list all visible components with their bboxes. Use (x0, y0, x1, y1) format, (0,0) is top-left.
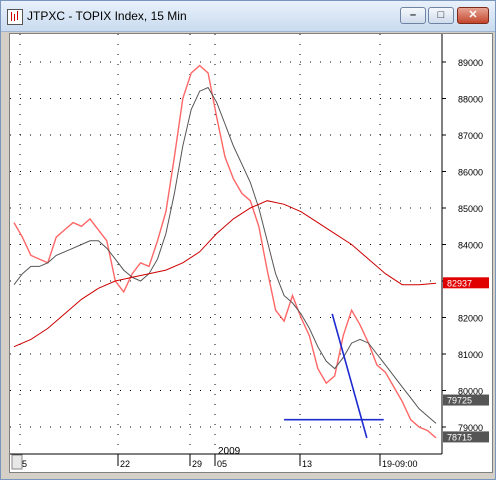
price-axis: 8900088000870008600085000840008300082000… (441, 34, 483, 454)
series-line-1 (13, 64, 437, 439)
close-icon: ✕ (468, 9, 478, 21)
close-button[interactable]: ✕ (457, 7, 489, 24)
price-label-text: 82937 (447, 278, 472, 288)
series-line-4 (331, 313, 368, 439)
price-tick-label: 87000 (458, 131, 483, 141)
time-tick-label: 05 (217, 459, 227, 469)
time-tick-label: 19-09:00 (382, 459, 418, 469)
price-label-box (443, 277, 489, 289)
price-tick-label: 89000 (458, 58, 483, 68)
price-tick-label: 79000 (458, 423, 483, 433)
series-line-2 (13, 86, 437, 424)
window-title: JTPXC - TOPIX Index, 15 Min (27, 9, 187, 23)
time-tick-label: 13 (302, 459, 312, 469)
scrollbar-thumb[interactable] (11, 454, 23, 470)
time-tick-label: 22 (120, 459, 130, 469)
time-tick-label: 5 (22, 459, 27, 469)
maximize-button[interactable]: □ (428, 7, 454, 24)
price-tick-label: 82000 (458, 314, 483, 324)
price-label-box (443, 394, 489, 406)
price-label-text: 79725 (447, 396, 472, 406)
time-tick-label: 29 (192, 459, 202, 469)
price-tick-label: 81000 (458, 350, 483, 360)
maximize-icon: □ (437, 9, 445, 21)
title-bar[interactable]: JTPXC - TOPIX Index, 15 Min – □ ✕ (1, 1, 495, 32)
grid (10, 34, 440, 454)
price-labels: 82937 79725 78715 (443, 277, 489, 443)
price-chart[interactable]: 8900088000870008600085000840008300082000… (10, 34, 492, 472)
price-label-box (443, 431, 489, 443)
price-tick-label: 86000 (458, 168, 483, 178)
price-tick-label: 80000 (458, 387, 483, 397)
series-line-3 (13, 200, 437, 348)
year-label: 2009 (218, 446, 241, 457)
minimize-icon: – (409, 9, 417, 21)
chart-app-icon[interactable] (7, 9, 23, 25)
time-axis: 2009 5 22 29 05 13 19-09:00 (10, 446, 442, 469)
series-group (13, 64, 437, 439)
horizontal-scrollbar[interactable] (11, 454, 23, 470)
price-label-text: 78715 (447, 432, 472, 442)
price-tick-label: 85000 (458, 204, 483, 214)
minimize-button[interactable]: – (400, 7, 426, 24)
chart-area[interactable]: 8900088000870008600085000840008300082000… (9, 33, 493, 473)
price-tick-label: 88000 (458, 95, 483, 105)
price-tick-label: 84000 (458, 241, 483, 251)
